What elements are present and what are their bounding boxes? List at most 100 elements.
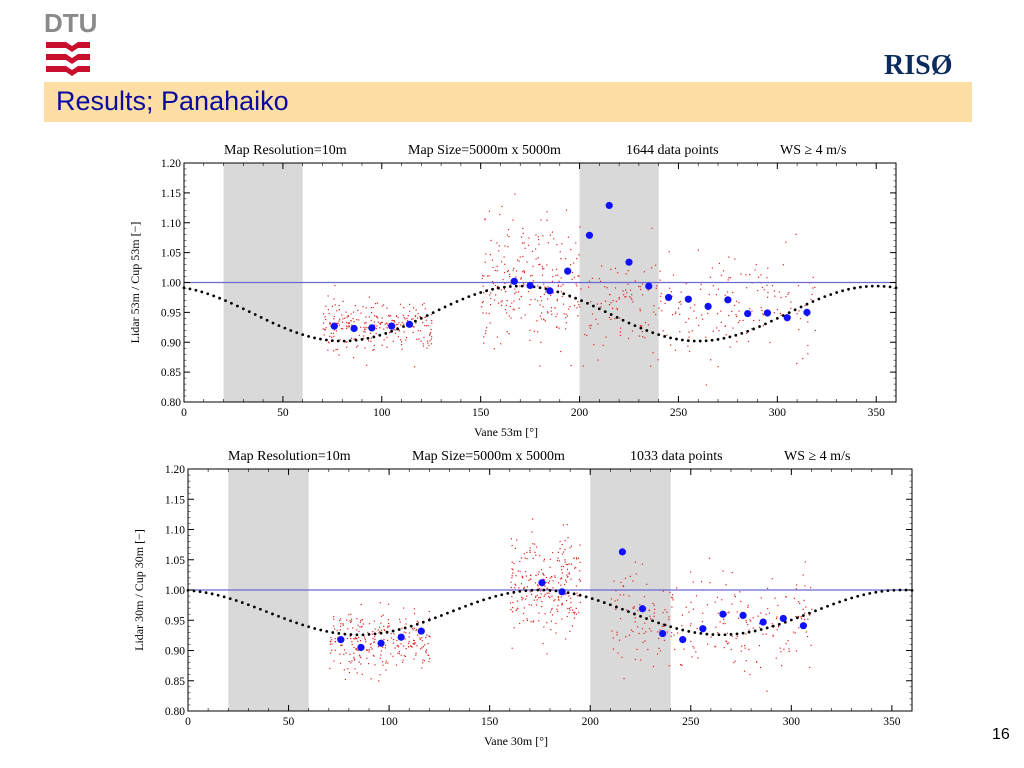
scatter-point	[575, 557, 578, 559]
model-curve-point	[331, 631, 335, 634]
scatter-point	[561, 543, 563, 546]
model-curve-point	[663, 334, 666, 338]
scatter-point	[595, 318, 597, 320]
scatter-point	[737, 321, 739, 324]
scatter-point	[717, 366, 719, 368]
scatter-point	[557, 596, 559, 598]
scatter-point	[403, 655, 405, 657]
scatter-point	[668, 665, 670, 667]
scatter-point	[751, 328, 753, 330]
scatter-point	[362, 623, 365, 625]
scatter-point	[542, 573, 545, 575]
scatter-point	[339, 339, 341, 341]
scatter-point	[565, 581, 568, 583]
scatter-point	[805, 606, 807, 608]
scatter-point	[559, 251, 561, 253]
scatter-point	[405, 623, 407, 625]
scatter-point	[425, 652, 427, 654]
scatter-point	[427, 342, 429, 344]
scatter-point	[619, 317, 621, 319]
mean-point	[377, 639, 385, 647]
scatter-point	[359, 655, 361, 657]
scatter-point	[544, 286, 546, 288]
scatter-point	[508, 273, 511, 276]
scatter-point	[523, 586, 525, 589]
model-curve-point	[789, 618, 793, 622]
scatter-point	[787, 640, 789, 642]
scatter-point	[570, 606, 572, 608]
model-curve-point	[188, 287, 192, 291]
scatter-point	[421, 640, 423, 642]
scatter-point	[521, 599, 523, 601]
scatter-point	[339, 318, 341, 320]
model-curve-point	[253, 313, 257, 316]
model-curve-point	[482, 598, 486, 602]
scatter-point	[733, 662, 735, 664]
scatter-point	[422, 345, 425, 347]
scatter-point	[526, 595, 528, 597]
scatter-point	[795, 650, 798, 652]
model-curve-point	[888, 285, 892, 289]
model-curve-point	[337, 632, 341, 635]
scatter-point	[540, 318, 543, 320]
scatter-point	[429, 332, 431, 334]
scatter-point	[642, 641, 644, 643]
scatter-point	[638, 285, 640, 287]
scatter-point	[381, 317, 383, 319]
scatter-point	[526, 618, 528, 620]
scatter-point	[529, 339, 531, 342]
scatter-point	[584, 333, 586, 336]
scatter-point	[798, 615, 800, 618]
scatter-point	[514, 293, 516, 295]
scatter-point	[360, 326, 362, 328]
scatter-point	[539, 590, 542, 592]
scatter-point	[374, 664, 376, 666]
model-curve-point	[568, 294, 572, 298]
y-tick-label: 0.85	[161, 367, 181, 379]
scatter-point	[421, 667, 423, 669]
scatter-point	[408, 636, 410, 638]
scatter-point	[664, 302, 666, 305]
scatter-point	[398, 329, 400, 331]
scatter-point	[501, 205, 503, 208]
scatter-point	[351, 660, 353, 662]
scatter-point	[733, 594, 736, 596]
scatter-point	[735, 315, 738, 318]
model-curve-point	[488, 596, 492, 600]
scatter-point	[670, 596, 673, 599]
scatter-point	[360, 603, 362, 606]
scatter-point	[522, 232, 524, 234]
scatter-point	[727, 612, 729, 614]
scatter-point	[524, 570, 527, 573]
scatter-point	[577, 557, 580, 559]
model-curve-point	[787, 311, 791, 315]
scatter-point	[348, 326, 351, 328]
scatter-point	[732, 327, 734, 329]
scatter-point	[529, 549, 531, 552]
scatter-point	[538, 587, 541, 590]
model-curve-point	[354, 338, 358, 342]
model-curve-point	[403, 626, 407, 630]
scatter-point	[390, 637, 393, 639]
scatter-point	[531, 531, 533, 533]
scatter-point	[516, 539, 518, 541]
scatter-point	[380, 654, 382, 656]
scatter-point	[381, 344, 383, 346]
scatter-point	[350, 313, 352, 315]
scatter-point	[731, 635, 733, 638]
scatter-point	[365, 641, 367, 643]
model-curve-point	[578, 593, 582, 597]
scatter-point	[718, 330, 720, 332]
model-curve-point	[259, 607, 262, 611]
scatter-point	[523, 272, 526, 274]
scatter-point	[550, 620, 553, 622]
scatter-point	[774, 597, 776, 599]
model-curve-point	[467, 295, 471, 299]
scatter-point	[411, 318, 413, 320]
scatter-point	[766, 587, 769, 590]
scatter-point	[483, 336, 485, 338]
scatter-point	[790, 301, 792, 303]
scatter-point	[522, 577, 524, 579]
scatter-point	[350, 618, 353, 620]
scatter-point	[521, 242, 524, 244]
